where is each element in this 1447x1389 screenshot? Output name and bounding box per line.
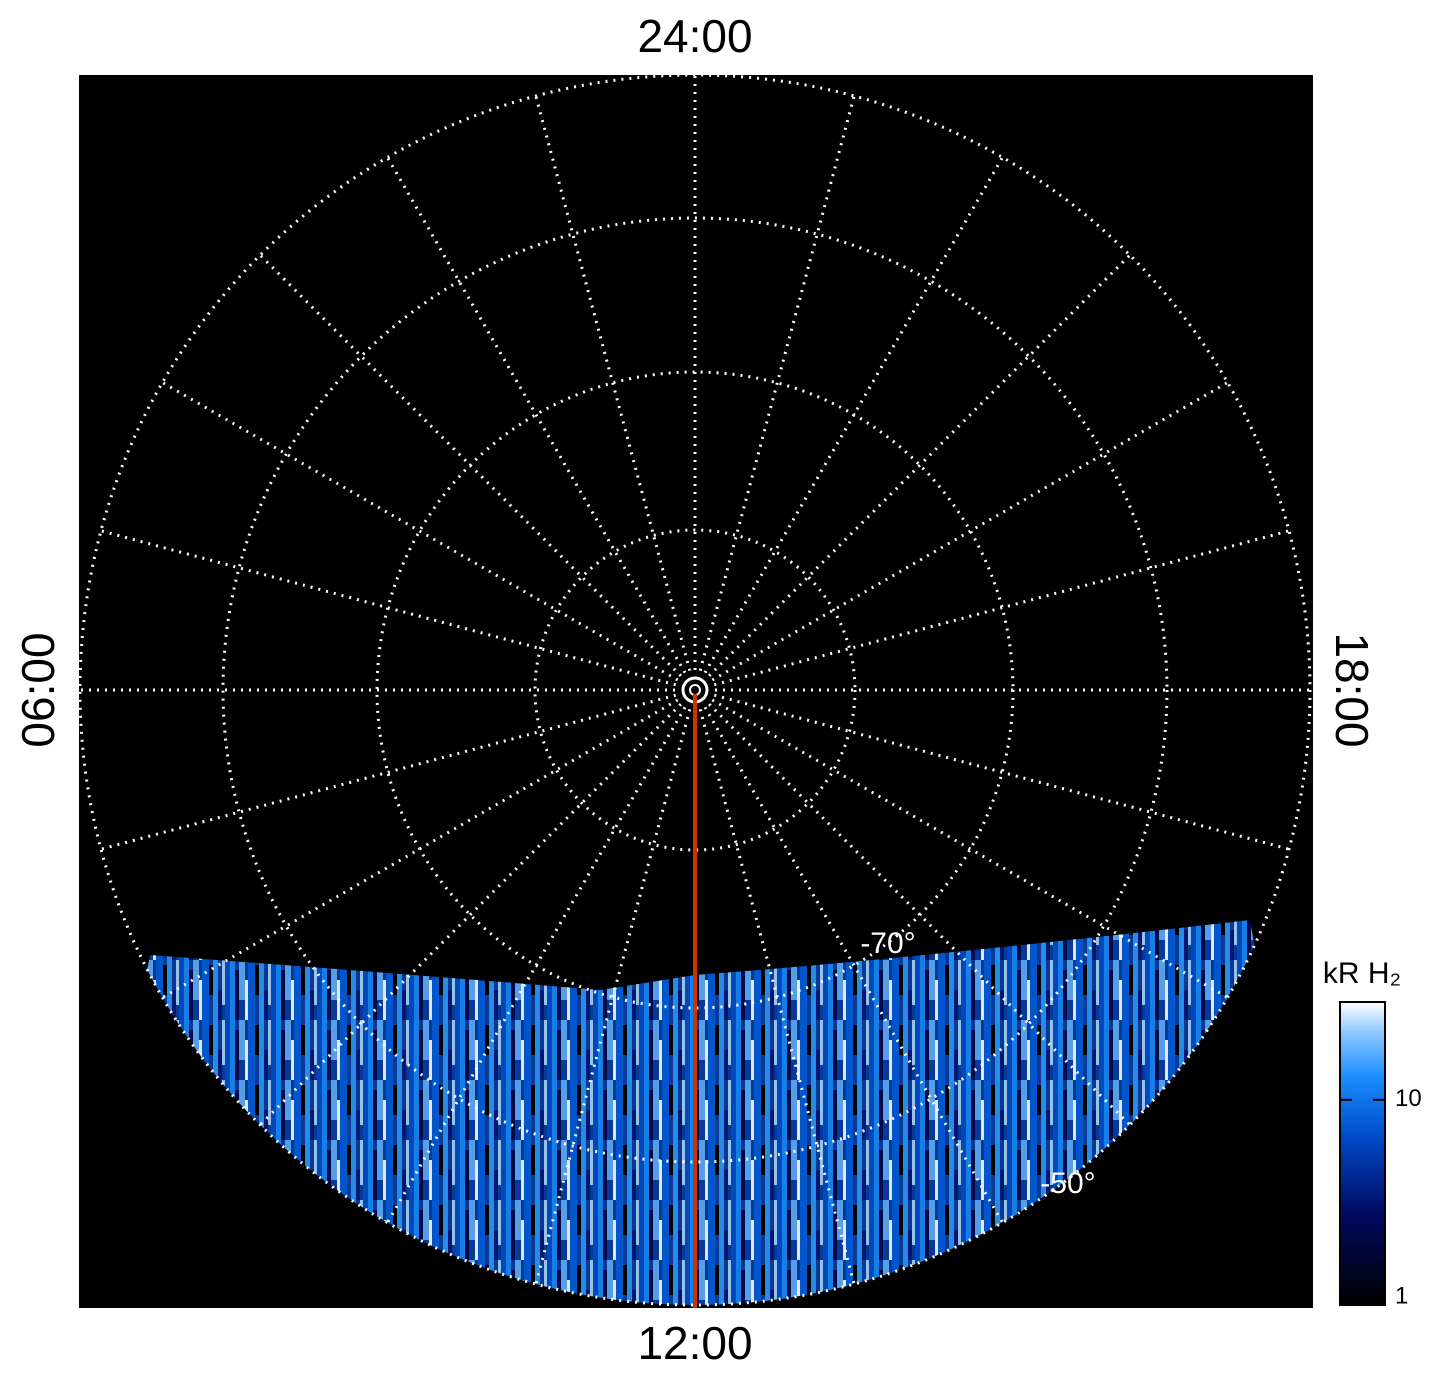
meridian xyxy=(711,381,1229,682)
top-label: 24:00 xyxy=(637,10,752,62)
meridian xyxy=(711,698,1229,999)
latitude-circle xyxy=(78,73,1312,1307)
colorbar-tick-label: 10 xyxy=(1395,1085,1422,1112)
meridian xyxy=(161,381,679,682)
latitude-label: -70° xyxy=(860,927,915,960)
meridian xyxy=(708,254,1131,677)
meridian xyxy=(100,693,677,851)
meridian xyxy=(534,708,692,1285)
meridian xyxy=(534,95,692,672)
colorbar-tick-label: 1 xyxy=(1395,1282,1408,1309)
meridian xyxy=(713,693,1290,851)
right-label: 18:00 xyxy=(1326,632,1378,747)
latitude-circle xyxy=(221,216,1169,1164)
meridian xyxy=(703,706,1004,1224)
meridian xyxy=(713,529,1290,687)
colorbar-ticks: 1 10 xyxy=(1340,1085,1422,1309)
meridian xyxy=(259,254,682,677)
meridian xyxy=(386,706,687,1224)
meridian xyxy=(708,703,1131,1126)
meridian xyxy=(259,703,682,1126)
latitude-label: -50° xyxy=(1040,1167,1095,1200)
colorbar-label: kR H₂ xyxy=(1323,957,1401,990)
latitude-circle xyxy=(533,528,857,852)
meridian xyxy=(100,529,677,687)
meridian xyxy=(698,708,856,1285)
meridian xyxy=(386,156,687,674)
left-label: 06:00 xyxy=(12,632,64,747)
meridian xyxy=(698,95,856,672)
colorbar xyxy=(1339,1001,1386,1306)
meridian xyxy=(161,698,679,999)
meridian xyxy=(703,156,1004,674)
bottom-label: 12:00 xyxy=(637,1317,752,1369)
